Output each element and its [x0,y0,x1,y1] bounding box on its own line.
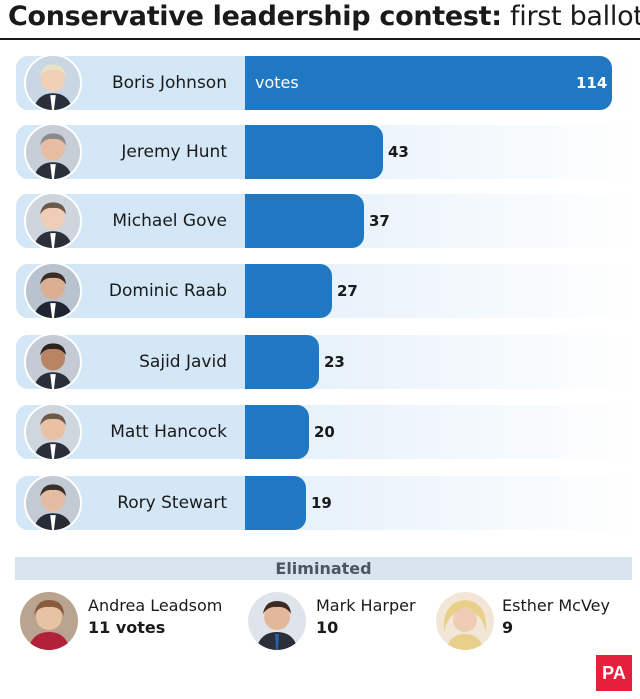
value-label: 37 [369,212,390,230]
eliminated-candidate: Esther McVey 9 [434,590,634,652]
pa-logo: PA [596,655,632,691]
eliminated-name: Andrea Leadsom [88,596,223,615]
candidate-photo [24,192,82,250]
bar [245,264,332,318]
bar [245,194,364,248]
candidate-photo [24,333,82,391]
value-label: 23 [324,353,345,371]
value-label: 43 [388,143,409,161]
candidate-name: Matt Hancock [110,422,227,442]
chart-title-rest: first ballot [501,1,640,32]
candidate-name: Jeremy Hunt [121,142,227,162]
chart-row: Sajid Javid 23 [16,333,640,391]
chart-row: Jeremy Hunt 43 [16,123,640,181]
value-label: 114 [576,74,608,92]
candidate-name: Dominic Raab [108,281,227,301]
candidate-photo [246,590,308,652]
chart-row: Rory Stewart 19 [16,474,640,532]
candidate-photo [18,590,80,652]
bar: votes [245,56,612,110]
value-label: 19 [311,494,332,512]
value-label: 20 [314,423,335,441]
bar [245,335,319,389]
chart-row: Dominic Raab 27 [16,262,640,320]
candidate-name: Sajid Javid [139,352,227,372]
candidate-name: Michael Gove [112,211,227,231]
eliminated-candidate: Mark Harper 10 [246,590,436,652]
eliminated-name: Esther McVey [502,596,610,615]
candidate-photo [24,474,82,532]
candidate-photo [24,403,82,461]
eliminated-candidate: Andrea Leadsom 11 votes [18,590,238,652]
candidate-name: Rory Stewart [117,493,227,513]
candidate-photo [24,54,82,112]
bar-chart: Boris Johnson votes 114 Jeremy Hunt 43 Michae… [16,54,640,532]
bar [245,405,309,459]
chart-row: Matt Hancock 20 [16,403,640,461]
chart-title: Conservative leadership contest: first b… [8,0,640,34]
bar [245,125,383,179]
eliminated-votes: 11 votes [88,618,166,637]
chart-title-bold: Conservative leadership contest: [8,1,502,32]
eliminated-name: Mark Harper [316,596,416,615]
candidate-name: Boris Johnson [111,73,227,93]
eliminated-heading: Eliminated [15,557,632,580]
eliminated-votes: 9 [502,618,514,637]
eliminated-votes: 10 [316,618,339,637]
bar [245,476,306,530]
value-label: 27 [337,282,358,300]
candidate-photo [24,123,82,181]
chart-row: Boris Johnson votes 114 [16,54,640,112]
candidate-photo [434,590,496,652]
title-rule [0,38,640,40]
bar-unit-label: votes [255,73,299,92]
chart-row: Michael Gove 37 [16,192,640,250]
candidate-photo [24,262,82,320]
